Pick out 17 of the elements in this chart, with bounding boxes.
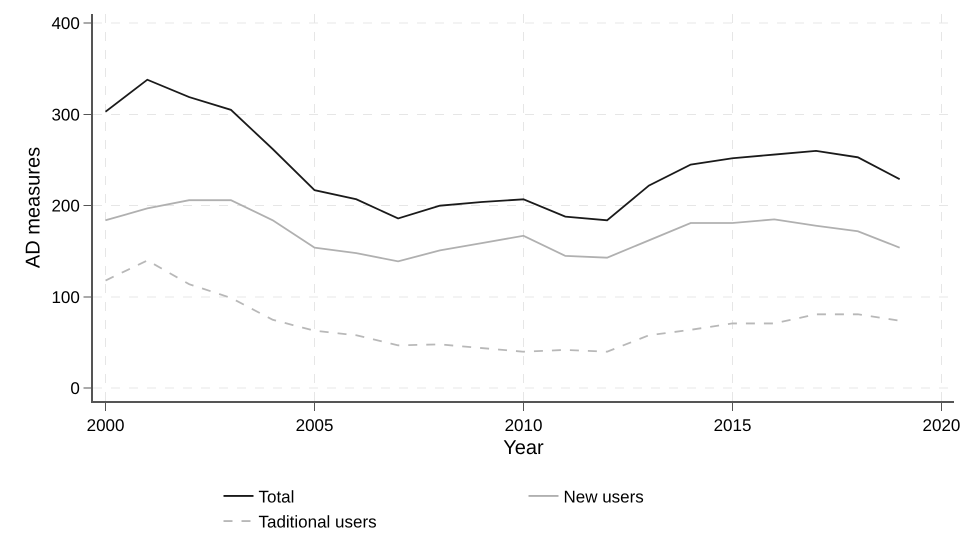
y-axis-title: AD measures (22, 146, 44, 268)
y-tick-label: 0 (70, 379, 80, 398)
legend-label: Total (258, 488, 294, 507)
legend-label: Taditional users (258, 512, 377, 532)
x-tick-label: 2015 (714, 416, 752, 436)
x-tick-label: 2005 (296, 416, 334, 436)
y-tick-label: 400 (51, 14, 80, 34)
y-tick-label: 100 (51, 288, 80, 307)
legend-label: New users (564, 488, 644, 507)
x-tick-label: 2010 (504, 416, 542, 436)
y-tick-label: 200 (51, 196, 80, 216)
line-series (104, 78, 901, 222)
x-axis-title: Year (503, 437, 544, 460)
y-tick-label: 300 (51, 105, 80, 124)
x-tick-label: 2020 (922, 416, 960, 436)
x-tick-label: 2000 (86, 416, 124, 436)
line-series (104, 199, 901, 262)
